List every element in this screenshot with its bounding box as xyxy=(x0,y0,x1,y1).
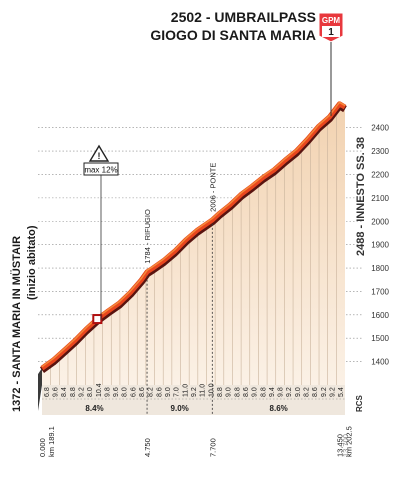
y-tick-label: 1400 xyxy=(371,358,389,367)
segment-gradient-label: 9.2 xyxy=(191,387,198,397)
segment-gradient-label: 9.0 xyxy=(295,387,302,397)
km-marker-label: 13.450 xyxy=(335,434,344,457)
segment-gradient-label: 10.4 xyxy=(96,383,103,397)
segment-gradient-label: 9.0 xyxy=(252,387,259,397)
section-average-label: 9.0% xyxy=(171,404,189,413)
segment-gradient-label: 10.0 xyxy=(208,383,215,397)
y-tick-label: 1600 xyxy=(371,311,389,320)
y-tick-label: 2000 xyxy=(371,217,389,226)
waypoint-label: 1784 - RIFUGIO xyxy=(143,209,152,264)
segment-gradient-label: 8.2 xyxy=(148,387,155,397)
segment-gradient-label: 8.6 xyxy=(139,387,146,397)
end-label: 2488 - INNESTO SS. 38 xyxy=(355,137,367,256)
climb-title: 2502 - UMBRAILPASS xyxy=(171,9,316,25)
segment-gradient-label: 8.2 xyxy=(304,387,311,397)
start-name: SANTA MARIA IN MÜSTAIR xyxy=(10,236,23,378)
segment-gradient-label: 9.2 xyxy=(330,387,337,397)
y-tick-label: 1900 xyxy=(371,241,389,250)
gradient-band: 6.8 9.6 8.4 8.8 9.2 8.0 10.4 9.8 9.6 8.0 6.6 8.6 8.2… xyxy=(42,383,345,415)
segment-gradient-label: 8.0 xyxy=(122,387,129,397)
start-label: 1372 - SANTA MARIA IN MÜSTAIR xyxy=(10,236,23,412)
gpm-label: GPM xyxy=(322,16,341,25)
segment-gradient-label: 9.0 xyxy=(165,387,172,397)
segment-gradient-label: 8.8 xyxy=(260,387,267,397)
segment-gradient-label: 8.8 xyxy=(234,387,241,397)
segment-gradient-label: 8.8 xyxy=(217,387,224,397)
segment-gradient-label: 11.0 xyxy=(200,384,207,397)
y-tick-label: 1700 xyxy=(371,287,389,296)
segment-gradient-label: 9.2 xyxy=(78,387,85,397)
km-race-label: km 189.1 xyxy=(47,426,56,457)
segment-gradient-label: 9.0 xyxy=(226,387,233,397)
gradient-band-bg xyxy=(42,385,345,415)
max-gradient-point xyxy=(92,314,103,325)
segment-gradient-label: 8.6 xyxy=(156,387,163,397)
waypoints: 1784 - RIFUGIO 2006 - PONTE xyxy=(143,163,217,415)
segment-gradient-label: 9.2 xyxy=(286,387,293,397)
segment-gradient-label: 11.0 xyxy=(182,384,189,397)
gpm-badge: GPM 1 xyxy=(318,12,344,43)
km-race-label: km 202.5 xyxy=(344,426,353,457)
gpm-category: 1 xyxy=(328,27,334,38)
segment-gradient-label: 8.4 xyxy=(61,387,68,397)
y-tick-label: 1800 xyxy=(371,264,389,273)
segment-dividers xyxy=(50,111,337,385)
km-marker-label: 0.000 xyxy=(38,438,47,457)
profile-side xyxy=(38,368,42,411)
climb-subtitle: GIOGO DI SANTA MARIA xyxy=(150,27,316,43)
segment-gradient-label: 8.8 xyxy=(70,387,77,397)
segment-gradient-label: 7.0 xyxy=(174,387,181,397)
brand-logo: RCS xyxy=(355,394,364,412)
km-marker-label: 4.750 xyxy=(143,438,152,457)
start-altitude: 1372 xyxy=(11,388,23,412)
section-average-label: 8.4% xyxy=(85,404,103,413)
max-gradient-marker: ! max 12% xyxy=(83,144,119,320)
segment-gradient-label: 9.6 xyxy=(113,387,120,397)
segment-gradient-label: 8.6 xyxy=(243,387,250,397)
km-marker-label: 7.700 xyxy=(208,438,217,457)
segment-gradient-label: 5.4 xyxy=(338,387,345,397)
y-tick-label: 2300 xyxy=(371,147,389,156)
y-tick-label: 1500 xyxy=(371,334,389,343)
max-gradient-label: max 12% xyxy=(84,166,117,175)
segment-gradient-label: 6.8 xyxy=(44,387,51,397)
warning-icon: ! xyxy=(98,151,101,161)
y-tick-label: 2400 xyxy=(371,124,389,133)
section-average-label: 8.6% xyxy=(270,404,288,413)
km-labels: 0.000 km 189.1 4.750 7.700 13.450 km 202.513.… xyxy=(38,426,353,457)
y-tick-label: 2200 xyxy=(371,170,389,179)
segment-gradient-label: 9.6 xyxy=(52,387,59,397)
km-marker-label: 13.700 xyxy=(341,434,350,457)
segment-gradient-label: 8.6 xyxy=(312,387,319,397)
segment-gradient-label: 6.6 xyxy=(130,387,137,397)
y-tick-label: 2100 xyxy=(371,194,389,203)
segment-gradient-label: 9.8 xyxy=(104,387,111,397)
start-subtitle: (inizio abitato) xyxy=(26,225,38,300)
segment-gradient-label: 8.0 xyxy=(87,387,94,397)
waypoint-label: 2006 - PONTE xyxy=(208,163,217,212)
profile-line-group xyxy=(39,101,347,374)
segment-gradient-label: 9.8 xyxy=(278,387,285,397)
segment-gradient-label: 9.2 xyxy=(321,387,328,397)
segment-gradient-label: 9.4 xyxy=(269,387,276,397)
y-axis: 1400 1500 1600 1700 1800 1900 2000 2100 2200 2300… xyxy=(371,124,389,367)
